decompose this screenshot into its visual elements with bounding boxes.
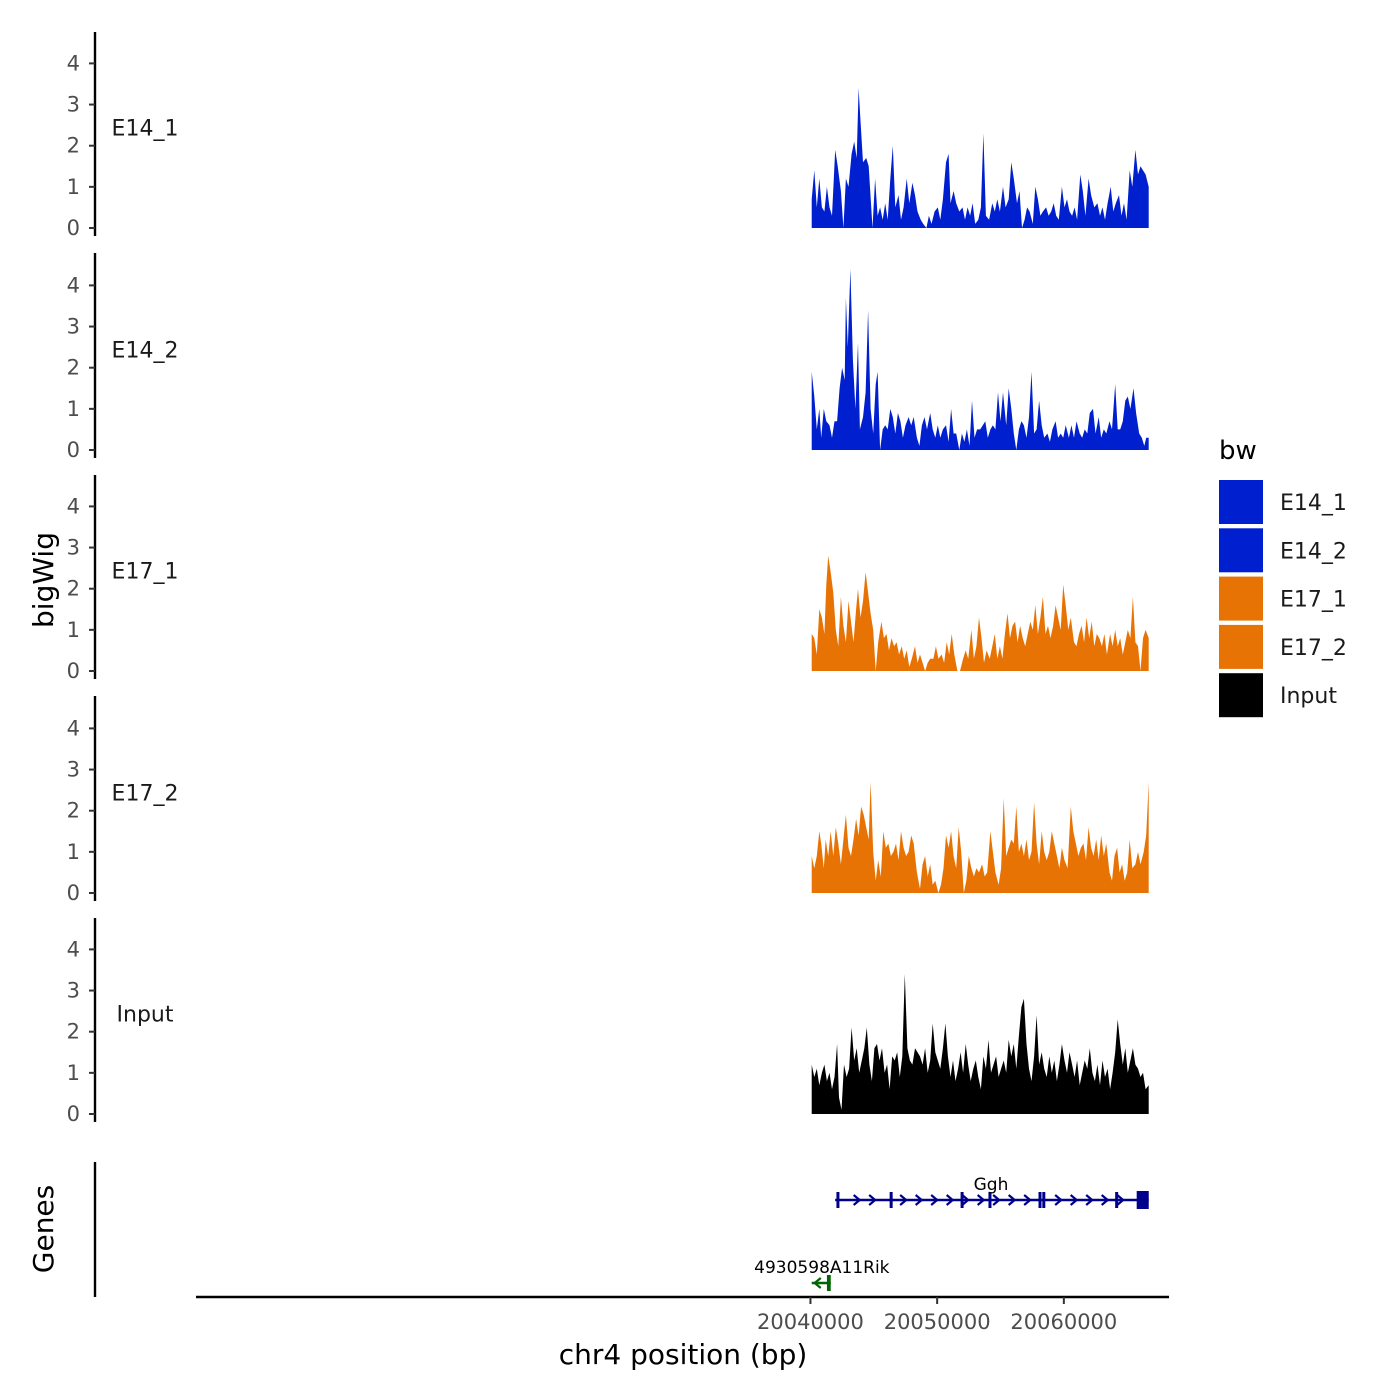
y-tick-label: 3 xyxy=(67,536,80,560)
y-tick-label: 2 xyxy=(67,356,80,380)
strand-arrow xyxy=(1054,1194,1063,1206)
gene-ggh: Ggh xyxy=(835,1175,1149,1209)
strand-arrow xyxy=(914,1194,924,1206)
gene-exon xyxy=(1038,1192,1042,1208)
legend-label: E17_2 xyxy=(1280,636,1347,661)
track-label: E17_1 xyxy=(112,559,179,584)
y-tick-label: 2 xyxy=(67,799,80,823)
legend-swatch xyxy=(1219,480,1263,524)
panel-e14-1: 0 1 2 3 4 E14_1 xyxy=(67,32,1149,240)
signal-area-e17-1 xyxy=(811,555,1149,671)
strand-arrow xyxy=(852,1194,862,1206)
y-tick-label: 4 xyxy=(67,273,80,297)
y-tick-label: 0 xyxy=(67,881,80,905)
legend-label: E14_1 xyxy=(1280,491,1347,516)
signal-area-input xyxy=(811,974,1149,1114)
y-tick-label: 3 xyxy=(67,93,80,117)
legend-label: E17_1 xyxy=(1280,588,1347,613)
legend-label: E14_2 xyxy=(1280,539,1347,564)
strand-arrow xyxy=(961,1194,970,1206)
track-label: E14_1 xyxy=(112,116,179,141)
gene-label: 4930598A11Rik xyxy=(754,1258,890,1278)
gene-exon xyxy=(889,1192,893,1208)
signal-area-e14-2 xyxy=(811,268,1149,450)
gene-exon xyxy=(960,1192,964,1208)
gene-exon xyxy=(826,1275,831,1291)
strand-arrow xyxy=(1100,1194,1110,1206)
y-tick-label: 4 xyxy=(67,51,80,75)
legend-swatch xyxy=(1219,624,1263,669)
legend-swatch xyxy=(1219,576,1263,621)
track-label: E17_2 xyxy=(112,781,179,806)
y-tick-label: 2 xyxy=(67,1020,80,1044)
strand-arrow xyxy=(992,1194,1001,1206)
gene-exon xyxy=(836,1192,840,1208)
y-axis-title: bigWig xyxy=(27,532,60,628)
legend-swatch xyxy=(1219,673,1263,718)
genes-track-title: Genes xyxy=(27,1185,60,1273)
y-tick-label: 4 xyxy=(67,494,80,518)
x-tick-label: 20060000 xyxy=(1010,1310,1117,1334)
x-tick-label: 20040000 xyxy=(757,1310,864,1334)
strand-arrow xyxy=(813,1277,822,1289)
x-axis: 20040000 20050000 20060000 xyxy=(196,1295,1169,1334)
gene-exon xyxy=(1115,1192,1119,1208)
signal-area-e17-2 xyxy=(811,781,1149,893)
y-tick-label: 0 xyxy=(67,438,80,462)
panel-e14-2: 0 1 2 3 4 E14_2 xyxy=(67,253,1149,462)
gene-4930598a11rik: 4930598A11Rik xyxy=(754,1258,890,1291)
legend-title: bw xyxy=(1219,436,1257,466)
strand-arrow xyxy=(868,1194,877,1206)
gene-exon xyxy=(1042,1192,1046,1208)
panel-e17-2: 0 1 2 3 4 E17_2 xyxy=(67,696,1149,905)
y-tick-label: 4 xyxy=(67,937,80,961)
y-tick-label: 0 xyxy=(67,216,80,240)
strand-arrow xyxy=(945,1194,955,1206)
y-tick-label: 1 xyxy=(67,618,80,642)
strand-arrow xyxy=(976,1194,986,1206)
strand-arrow xyxy=(899,1194,908,1206)
y-tick-label: 3 xyxy=(67,758,80,782)
y-tick-label: 1 xyxy=(67,397,80,421)
y-tick-label: 1 xyxy=(67,1061,80,1085)
signal-area-e14-1 xyxy=(811,88,1149,228)
x-tick-label: 20050000 xyxy=(884,1310,991,1334)
gene-exon xyxy=(1136,1191,1149,1209)
gene-label: Ggh xyxy=(974,1175,1009,1195)
signal-panels: 0 1 2 3 4 E14_1 0 1 2 3 4 E14_2 0 1 2 3 4 E17_1 0 1 2 3 4 E17_2… xyxy=(67,32,1149,1126)
strand-arrow xyxy=(1085,1194,1094,1206)
legend: bw E14_1 E14_2 E17_1 E17_2 Input xyxy=(1219,436,1347,718)
legend-label: Input xyxy=(1280,684,1337,709)
y-tick-label: 3 xyxy=(67,315,80,339)
gene-track: Ggh 4930598A11Rik xyxy=(93,1162,1149,1297)
panel-input: 0 1 2 3 4 Input xyxy=(67,918,1149,1126)
y-tick-label: 0 xyxy=(67,659,80,683)
strand-arrow xyxy=(1069,1194,1079,1206)
legend-swatch xyxy=(1219,528,1263,573)
y-tick-label: 4 xyxy=(67,716,80,740)
y-tick-label: 3 xyxy=(67,979,80,1003)
y-tick-label: 2 xyxy=(67,134,80,158)
panel-e17-1: 0 1 2 3 4 E17_1 xyxy=(67,475,1149,683)
strand-arrow xyxy=(1023,1194,1032,1206)
y-tick-label: 0 xyxy=(67,1102,80,1126)
strand-arrow xyxy=(1007,1194,1017,1206)
strand-arrow xyxy=(930,1194,939,1206)
strand-arrow xyxy=(1116,1194,1125,1206)
y-tick-label: 2 xyxy=(67,577,80,601)
gene-exon xyxy=(988,1192,992,1208)
x-axis-title: chr4 position (bp) xyxy=(559,1338,808,1371)
y-tick-label: 1 xyxy=(67,175,80,199)
track-label: Input xyxy=(117,1002,174,1027)
y-tick-label: 1 xyxy=(67,840,80,864)
track-label: E14_2 xyxy=(112,338,179,363)
